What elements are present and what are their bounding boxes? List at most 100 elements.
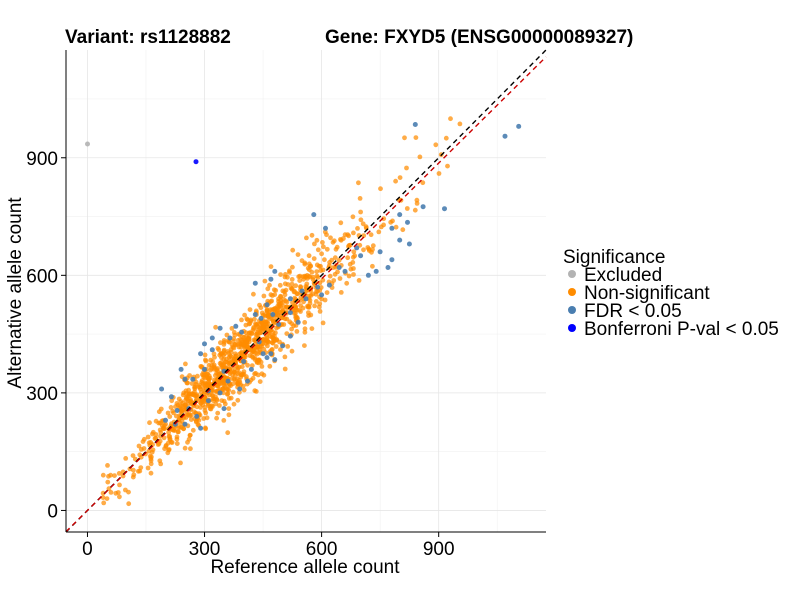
- point-non-significant: [433, 142, 439, 148]
- point-non-significant: [246, 330, 252, 336]
- point-non-significant: [368, 232, 374, 238]
- point-non-significant: [346, 233, 351, 239]
- point-non-significant: [338, 237, 343, 242]
- point-non-significant: [238, 344, 244, 350]
- point-non-significant: [239, 364, 245, 370]
- point-non-significant: [313, 299, 319, 304]
- point-non-significant: [357, 196, 363, 201]
- point-non-significant: [108, 490, 114, 495]
- legend-entry: Excluded: [584, 265, 662, 286]
- point-non-significant: [178, 460, 183, 466]
- point-non-significant: [260, 323, 266, 328]
- point-fdr-0-05: [287, 310, 293, 316]
- point-non-significant: [215, 368, 221, 374]
- point-non-significant: [167, 436, 173, 442]
- point-non-significant: [289, 321, 295, 326]
- legend-swatch: [568, 270, 576, 278]
- point-fdr-0-05: [227, 335, 233, 341]
- tick-labels: 0 300 600 900 0 300 600 900: [26, 149, 454, 560]
- x-tick-label: 900: [423, 539, 455, 560]
- point-non-significant: [242, 312, 248, 318]
- point-non-significant: [334, 244, 340, 250]
- point-non-significant: [417, 154, 423, 160]
- point-fdr-0-05: [405, 219, 410, 225]
- point-non-significant: [312, 241, 317, 247]
- point-non-significant: [264, 308, 270, 314]
- point-non-significant: [306, 304, 312, 310]
- point-non-significant: [245, 317, 251, 323]
- point-non-significant: [211, 351, 217, 357]
- point-non-significant: [397, 175, 403, 181]
- point-non-significant: [293, 314, 299, 319]
- point-fdr-0-05: [295, 319, 301, 325]
- point-non-significant: [413, 135, 419, 141]
- point-non-significant: [168, 405, 174, 410]
- point-non-significant: [186, 391, 192, 397]
- point-non-significant: [312, 303, 317, 309]
- point-non-significant: [156, 409, 162, 415]
- point-fdr-0-05: [287, 333, 293, 339]
- point-non-significant: [393, 178, 398, 184]
- point-non-significant: [100, 495, 106, 500]
- point-non-significant: [261, 336, 266, 342]
- point-non-significant: [233, 342, 238, 348]
- point-non-significant: [130, 474, 136, 480]
- point-non-significant: [228, 349, 234, 355]
- point-non-significant: [262, 278, 268, 284]
- point-non-significant: [252, 371, 257, 377]
- point-non-significant: [174, 434, 180, 440]
- point-non-significant: [303, 274, 309, 280]
- point-non-significant: [282, 281, 288, 287]
- point-non-significant: [337, 276, 343, 281]
- point-non-significant: [404, 165, 409, 171]
- point-non-significant: [227, 339, 232, 345]
- point-non-significant: [188, 417, 194, 422]
- point-non-significant: [221, 418, 227, 423]
- point-non-significant: [326, 263, 332, 269]
- point-non-significant: [226, 406, 232, 411]
- point-fdr-0-05: [299, 288, 305, 294]
- point-non-significant: [166, 447, 172, 452]
- point-non-significant: [100, 472, 106, 478]
- point-non-significant: [225, 430, 231, 436]
- point-fdr-0-05: [358, 253, 364, 259]
- point-non-significant: [165, 440, 171, 446]
- point-non-significant: [208, 357, 214, 363]
- point-non-significant: [222, 401, 228, 407]
- point-fdr-0-05: [252, 312, 258, 317]
- point-non-significant: [226, 354, 232, 360]
- point-non-significant: [381, 222, 386, 228]
- point-non-significant: [276, 310, 282, 316]
- point-non-significant: [388, 219, 394, 225]
- point-non-significant: [277, 282, 283, 288]
- point-non-significant: [140, 439, 146, 444]
- point-non-significant: [282, 292, 288, 298]
- point-non-significant: [289, 348, 295, 354]
- point-non-significant: [230, 389, 236, 395]
- point-fdr-0-05: [256, 339, 262, 345]
- point-fdr-0-05: [365, 272, 371, 278]
- point-non-significant: [131, 467, 136, 473]
- point-non-significant: [293, 283, 299, 289]
- point-non-significant: [138, 465, 144, 470]
- point-non-significant: [266, 314, 271, 320]
- point-non-significant: [295, 252, 301, 257]
- point-non-significant: [265, 286, 271, 292]
- point-non-significant: [358, 217, 364, 223]
- point-non-significant: [247, 307, 253, 312]
- point-non-significant: [170, 408, 176, 414]
- point-non-significant: [289, 326, 294, 332]
- point-non-significant: [309, 232, 315, 238]
- point-non-significant: [235, 397, 241, 403]
- point-non-significant: [320, 277, 326, 283]
- point-non-significant: [322, 297, 328, 303]
- point-non-significant: [280, 288, 286, 294]
- point-non-significant: [106, 486, 112, 492]
- point-non-significant: [157, 420, 163, 426]
- point-non-significant: [192, 389, 197, 395]
- point-fdr-0-05: [198, 425, 204, 431]
- point-non-significant: [404, 206, 410, 211]
- point-non-significant: [199, 379, 205, 385]
- point-non-significant: [272, 306, 278, 311]
- point-non-significant: [261, 293, 267, 299]
